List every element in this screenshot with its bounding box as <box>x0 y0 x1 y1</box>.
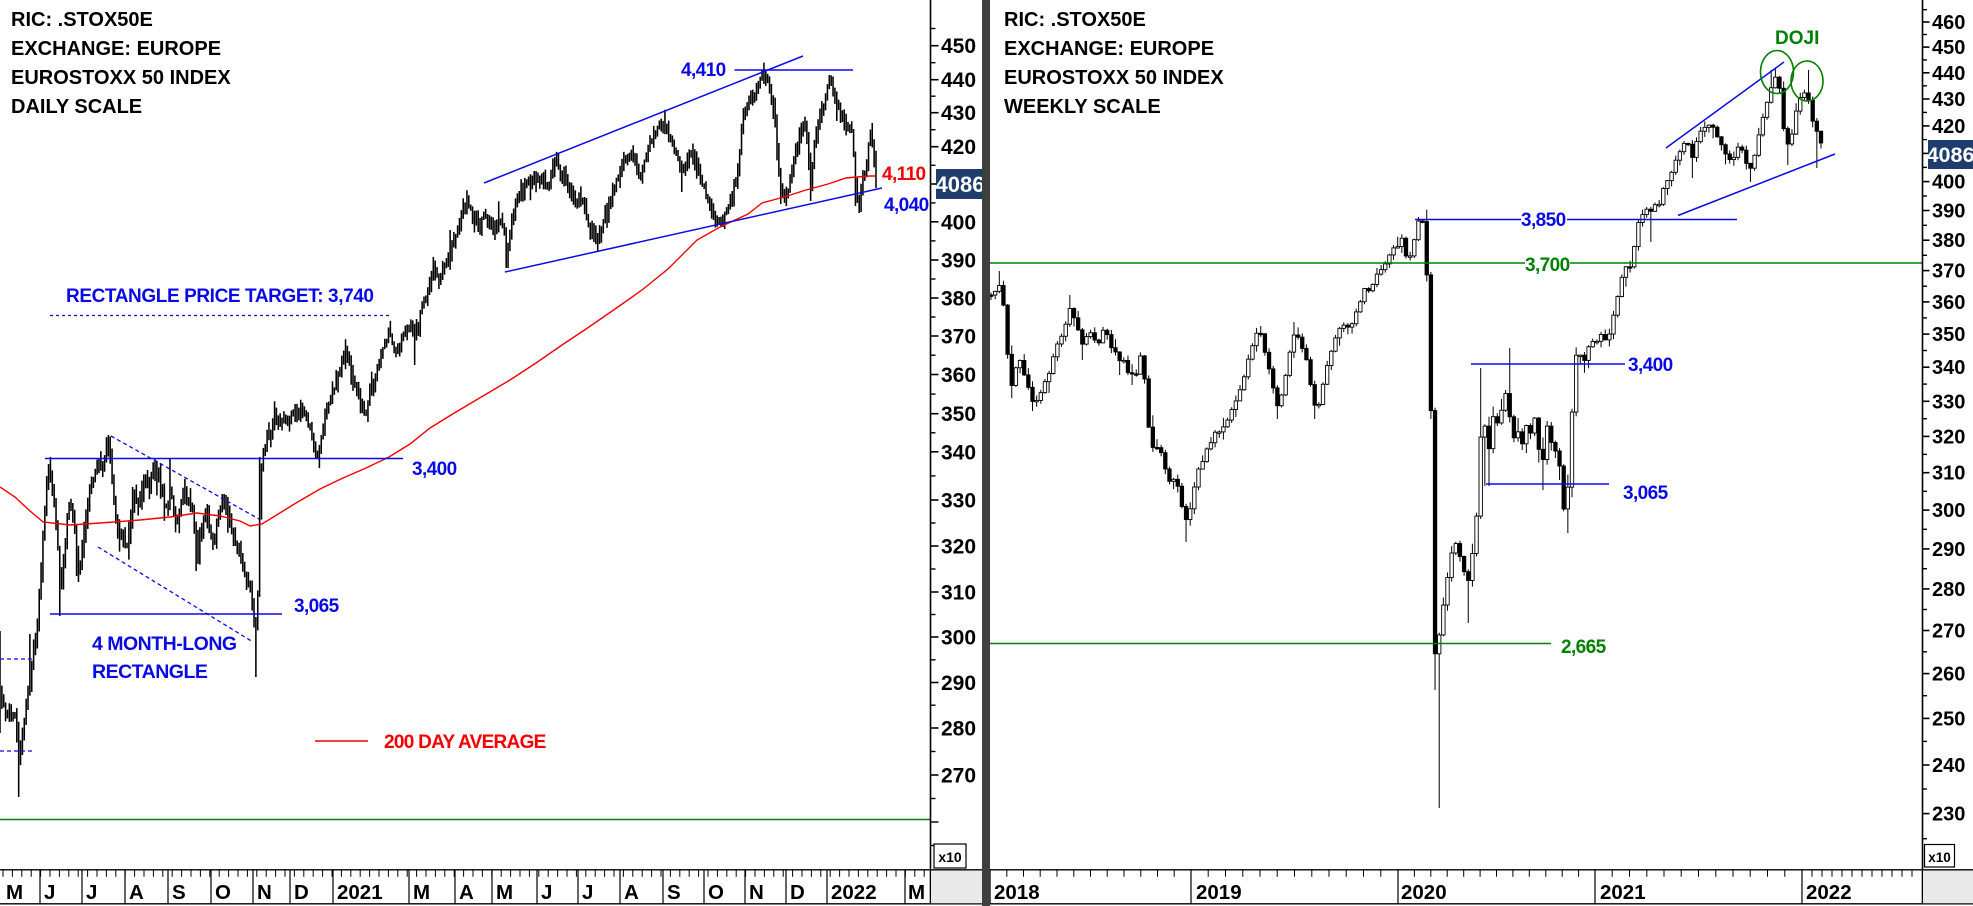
svg-text:4086: 4086 <box>1927 143 1973 167</box>
svg-text:RIC: .STOX50E: RIC: .STOX50E <box>11 9 153 31</box>
svg-text:D: D <box>294 881 309 904</box>
svg-text:4,110: 4,110 <box>882 164 926 185</box>
svg-text:450: 450 <box>941 35 976 58</box>
svg-text:350: 350 <box>941 403 976 426</box>
svg-text:2019: 2019 <box>1196 881 1242 904</box>
svg-text:330: 330 <box>1932 391 1965 413</box>
svg-text:390: 390 <box>1932 201 1965 223</box>
svg-text:x10: x10 <box>1928 850 1951 865</box>
svg-text:3,065: 3,065 <box>294 596 340 617</box>
svg-text:260: 260 <box>1932 664 1965 686</box>
svg-text:2022: 2022 <box>831 881 877 904</box>
svg-text:340: 340 <box>941 441 976 464</box>
svg-text:300: 300 <box>1932 500 1965 522</box>
svg-text:240: 240 <box>1932 755 1965 777</box>
svg-text:N: N <box>257 881 272 904</box>
svg-text:430: 430 <box>941 102 976 125</box>
svg-text:3,400: 3,400 <box>1628 355 1673 376</box>
svg-text:280: 280 <box>941 718 976 741</box>
svg-text:300: 300 <box>941 627 976 650</box>
svg-text:4086: 4086 <box>936 172 985 197</box>
svg-text:EUROSTOXX 50 INDEX: EUROSTOXX 50 INDEX <box>11 67 231 89</box>
svg-text:J: J <box>582 881 593 904</box>
svg-text:4,040: 4,040 <box>884 195 929 216</box>
svg-text:3,400: 3,400 <box>412 459 457 480</box>
svg-text:420: 420 <box>1932 116 1965 138</box>
svg-text:A: A <box>624 881 639 904</box>
svg-text:370: 370 <box>1932 261 1965 283</box>
svg-text:J: J <box>44 881 55 904</box>
svg-text:2020: 2020 <box>1401 881 1447 904</box>
svg-text:400: 400 <box>1932 172 1965 194</box>
svg-text:2,665: 2,665 <box>1561 637 1607 658</box>
svg-text:430: 430 <box>1932 89 1965 111</box>
svg-text:O: O <box>215 881 231 904</box>
svg-text:RECTANGLE PRICE TARGET: 3,740: RECTANGLE PRICE TARGET: 3,740 <box>66 286 374 307</box>
svg-text:230: 230 <box>1932 804 1965 826</box>
svg-text:350: 350 <box>1932 324 1965 346</box>
svg-text:320: 320 <box>1932 426 1965 448</box>
svg-text:EUROSTOXX 50 INDEX: EUROSTOXX 50 INDEX <box>1004 67 1224 89</box>
svg-text:280: 280 <box>1932 579 1965 601</box>
svg-text:440: 440 <box>941 69 976 92</box>
svg-text:270: 270 <box>941 765 976 788</box>
svg-text:400: 400 <box>941 211 976 234</box>
svg-text:2021: 2021 <box>1600 881 1646 904</box>
svg-text:A: A <box>459 881 474 904</box>
svg-text:2022: 2022 <box>1806 881 1852 904</box>
svg-text:320: 320 <box>941 536 976 559</box>
svg-text:M: M <box>6 881 23 904</box>
svg-text:340: 340 <box>1932 357 1965 379</box>
svg-text:x10: x10 <box>938 849 962 865</box>
svg-text:3,850: 3,850 <box>1521 210 1566 231</box>
svg-text:WEEKLY SCALE: WEEKLY SCALE <box>1004 96 1161 118</box>
svg-text:440: 440 <box>1932 63 1965 85</box>
svg-text:290: 290 <box>941 672 976 695</box>
svg-text:N: N <box>749 881 764 904</box>
svg-text:390: 390 <box>941 250 976 273</box>
svg-text:310: 310 <box>1932 463 1965 485</box>
svg-text:3,065: 3,065 <box>1623 483 1669 504</box>
svg-text:D: D <box>790 881 805 904</box>
svg-text:310: 310 <box>941 582 976 605</box>
svg-text:360: 360 <box>941 364 976 387</box>
svg-text:2021: 2021 <box>337 881 383 904</box>
svg-text:RIC: .STOX50E: RIC: .STOX50E <box>1004 9 1146 31</box>
svg-text:380: 380 <box>941 288 976 311</box>
svg-text:2018: 2018 <box>994 881 1040 904</box>
svg-text:3,700: 3,700 <box>1525 255 1570 276</box>
svg-text:M: M <box>496 881 513 904</box>
svg-text:S: S <box>667 881 681 904</box>
svg-text:M: M <box>908 881 925 904</box>
svg-text:200 DAY AVERAGE: 200 DAY AVERAGE <box>384 732 546 753</box>
svg-text:270: 270 <box>1932 621 1965 643</box>
svg-text:290: 290 <box>1932 539 1965 561</box>
svg-text:360: 360 <box>1932 292 1965 314</box>
svg-text:O: O <box>708 881 724 904</box>
svg-text:J: J <box>86 881 97 904</box>
svg-text:DOJI: DOJI <box>1775 28 1819 49</box>
svg-text:4,410: 4,410 <box>681 60 726 81</box>
svg-text:M: M <box>413 881 430 904</box>
svg-text:460: 460 <box>1932 12 1965 34</box>
svg-text:EXCHANGE: EUROPE: EXCHANGE: EUROPE <box>1004 38 1214 60</box>
svg-text:450: 450 <box>1932 37 1965 59</box>
svg-text:4 MONTH-LONG: 4 MONTH-LONG <box>92 633 237 655</box>
svg-text:A: A <box>129 881 144 904</box>
svg-text:250: 250 <box>1932 708 1965 730</box>
svg-text:420: 420 <box>941 136 976 159</box>
svg-text:EXCHANGE: EUROPE: EXCHANGE: EUROPE <box>11 38 221 60</box>
svg-text:370: 370 <box>941 326 976 349</box>
svg-text:J: J <box>541 881 552 904</box>
svg-text:330: 330 <box>941 490 976 513</box>
svg-text:380: 380 <box>1932 230 1965 252</box>
svg-text:RECTANGLE: RECTANGLE <box>92 661 208 683</box>
svg-text:S: S <box>172 881 186 904</box>
svg-text:DAILY SCALE: DAILY SCALE <box>11 96 142 118</box>
